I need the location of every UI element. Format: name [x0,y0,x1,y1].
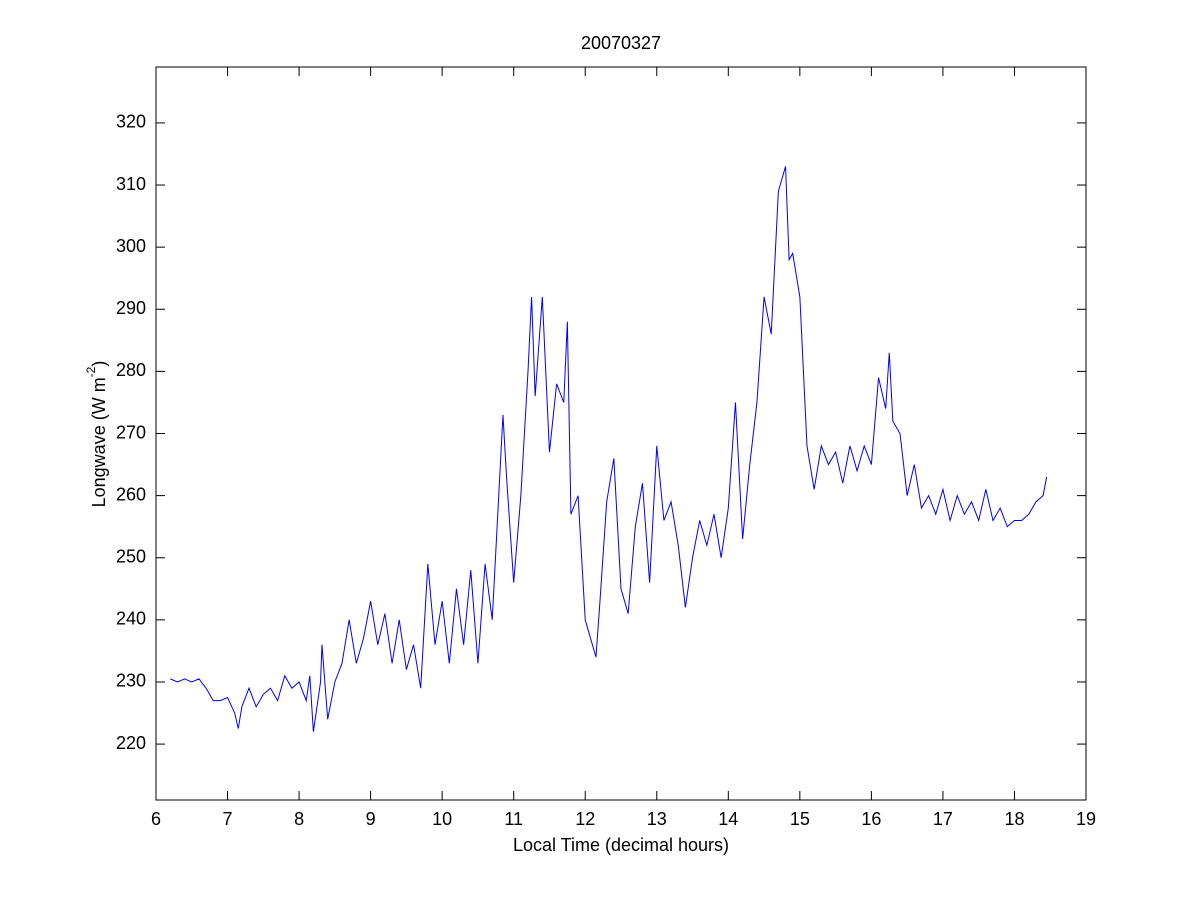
y-tick-label: 220 [116,733,146,753]
x-tick-label: 12 [575,809,595,829]
x-tick-label: 15 [790,809,810,829]
y-tick-label: 240 [116,609,146,629]
y-tick-label: 310 [116,174,146,194]
y-tick-label: 260 [116,484,146,504]
x-tick-label: 19 [1076,809,1096,829]
x-tick-label: 17 [933,809,953,829]
y-tick-label: 290 [116,298,146,318]
y-axis-label-sup: -2 [84,366,98,377]
x-tick-label: 18 [1004,809,1024,829]
x-tick-label: 6 [151,809,161,829]
y-tick-label: 270 [116,422,146,442]
y-axis-label-suffix: ) [89,361,109,367]
y-tick-label: 250 [116,546,146,566]
y-tick-label: 320 [116,112,146,132]
y-axis-label-text: Longwave (W m [89,377,109,507]
y-tick-label: 280 [116,360,146,380]
x-axis-label: Local Time (decimal hours) [513,835,729,855]
y-axis-label: Longwave (W m-2) [84,361,109,508]
chart-title: 20070327 [581,33,661,53]
x-tick-label: 16 [861,809,881,829]
y-tick-label: 230 [116,671,146,691]
data-line [170,166,1048,732]
x-tick-label: 14 [718,809,738,829]
x-tick-label: 9 [366,809,376,829]
x-tick-label: 8 [294,809,304,829]
x-tick-label: 13 [647,809,667,829]
x-tick-label: 11 [504,809,523,829]
x-tick-label: 7 [223,809,233,829]
x-tick-label: 10 [432,809,452,829]
y-tick-label: 300 [116,236,146,256]
